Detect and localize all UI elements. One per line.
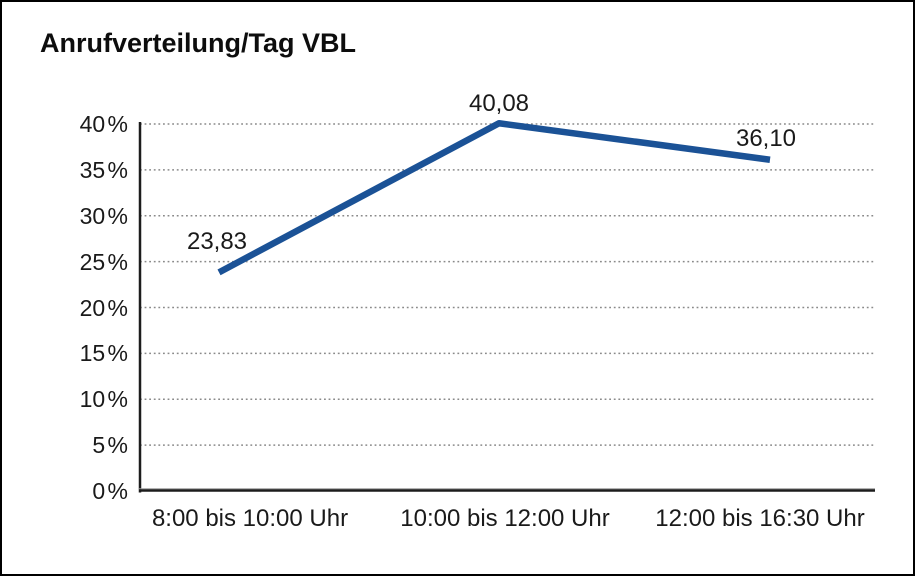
y-axis-tick-label: 20 % xyxy=(79,294,128,321)
y-axis-tick-label: 5 % xyxy=(92,432,128,459)
y-axis-tick-label: 35 % xyxy=(79,156,128,183)
x-axis-category-label: 12:00 bis 16:30 Uhr xyxy=(655,505,865,532)
chart-title: Anrufverteilung/Tag VBL xyxy=(40,28,357,58)
data-point-label: 36,10 xyxy=(735,124,797,152)
y-axis-tick-label: 30 % xyxy=(79,202,128,229)
y-axis-tick-label: 15 % xyxy=(79,340,128,367)
y-axis-tick-label: 40 % xyxy=(79,111,128,137)
data-point-label: 40,08 xyxy=(468,90,530,118)
data-series-line xyxy=(217,120,771,276)
y-axis-tick-label: 10 % xyxy=(79,386,128,413)
y-axis-tick-label: 25 % xyxy=(79,248,128,275)
x-axis-category-label: 10:00 bis 12:00 Uhr xyxy=(400,505,610,532)
x-axis-category-label: 8:00 bis 10:00 Uhr xyxy=(151,505,349,532)
y-axis-tick-label: 0 % xyxy=(92,478,128,504)
data-point-label: 23,83 xyxy=(186,228,248,256)
